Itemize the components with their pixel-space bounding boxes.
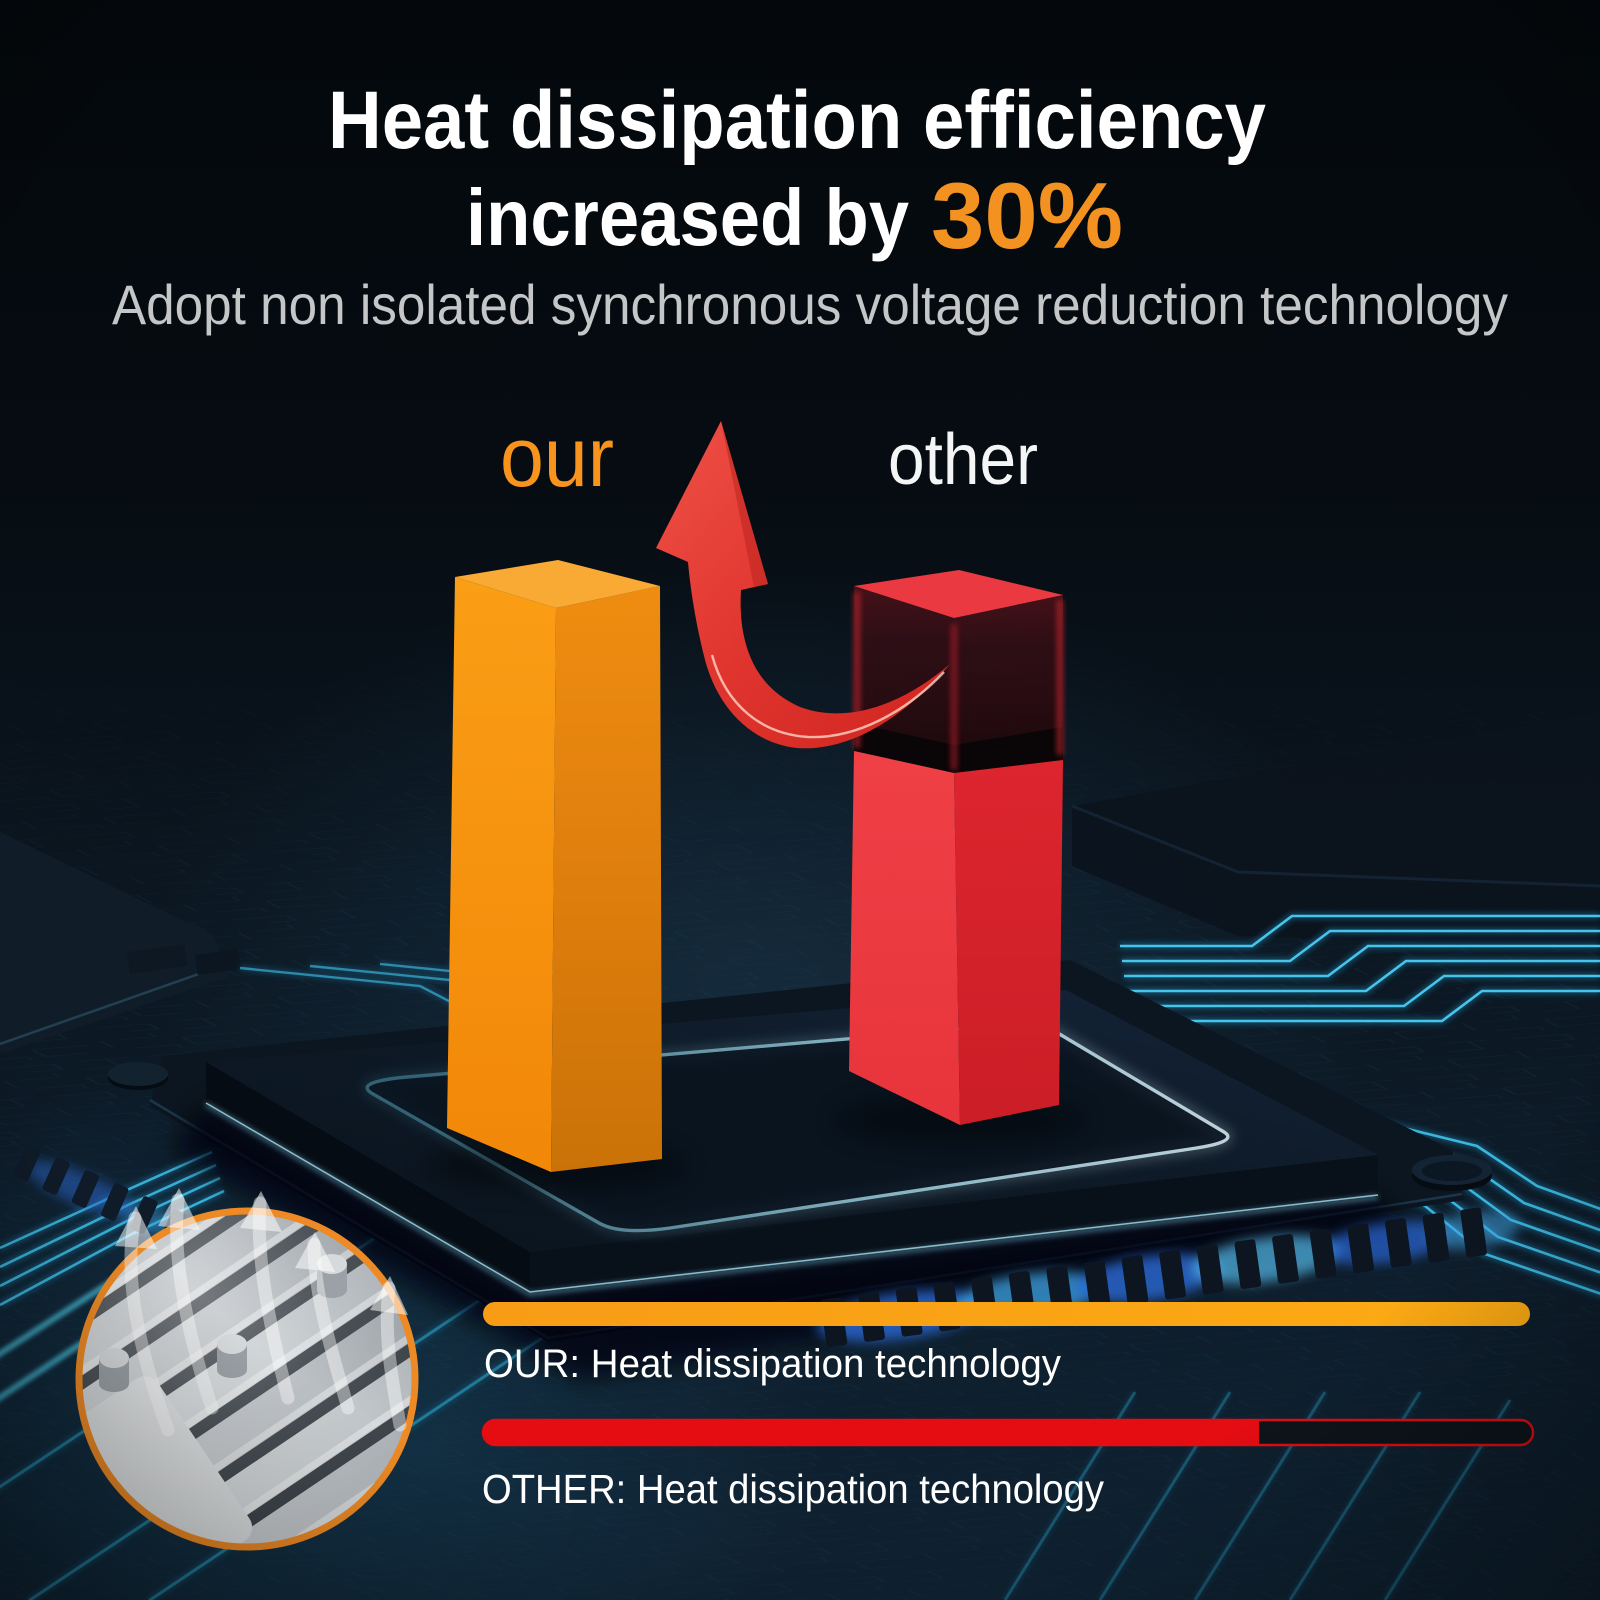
svg-text:increased by: increased by xyxy=(466,173,909,262)
svg-text:OUR: Heat dissipation technol: OUR: Heat dissipation technology xyxy=(484,1342,1061,1386)
svg-text:OTHER: Heat dissipation techn: OTHER: Heat dissipation technology xyxy=(482,1466,1104,1512)
svg-text:Heat dissipation efficiency: Heat dissipation efficiency xyxy=(328,75,1266,166)
svg-text:Adopt non isolated synchronous: Adopt non isolated synchronous voltage r… xyxy=(112,273,1508,336)
svg-text:our: our xyxy=(500,410,614,504)
svg-text:other: other xyxy=(888,420,1038,500)
svg-text:30%: 30% xyxy=(931,163,1123,268)
